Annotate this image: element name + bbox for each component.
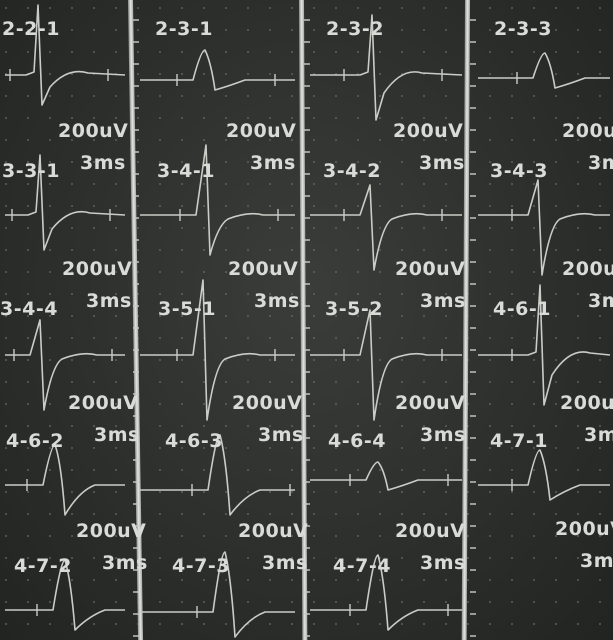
channel-label: 3-5-1 — [158, 298, 216, 320]
time-scale: 3ms — [94, 424, 140, 446]
time-scale: 3ms — [254, 290, 300, 312]
waveform-trace — [478, 284, 611, 406]
channel-label: 3-4-4 — [0, 298, 58, 320]
time-scale: 3ms — [588, 152, 613, 174]
channel-label: 3-4-1 — [157, 160, 215, 182]
time-scale: 3ms — [588, 290, 613, 312]
waveform-trace — [310, 184, 462, 271]
time-scale: 3ms — [420, 290, 466, 312]
amplitude-scale: 200uV — [76, 520, 147, 542]
time-scale: 3ms — [102, 552, 148, 574]
channel-label: 4-7-1 — [490, 430, 548, 452]
waveform-trace — [140, 144, 295, 256]
amplitude-scale: 200uV — [238, 520, 309, 542]
channel-label: 3-4-3 — [490, 160, 548, 182]
amplitude-scale: 200uV — [58, 120, 129, 142]
channel-label: 2-3-1 — [155, 18, 213, 40]
channel-label: 4-7-4 — [333, 555, 391, 577]
amplitude-scale: 200uV — [395, 392, 466, 414]
waveform-trace — [140, 551, 295, 638]
waveform-trace — [310, 461, 462, 491]
time-scale: 3ms — [420, 424, 466, 446]
waveform-trace — [310, 309, 462, 421]
amplitude-scale: 200uV — [228, 258, 299, 280]
waveform-trace — [478, 449, 610, 501]
amplitude-scale: 200uV — [555, 518, 613, 540]
waveform-trace — [310, 14, 463, 121]
amplitude-scale: 200uV — [562, 120, 613, 142]
amplitude-scale: 200uV — [68, 392, 139, 414]
time-scale: 3ms — [420, 552, 466, 574]
time-scale: 3ms — [80, 152, 126, 174]
amplitude-scale: 200uV — [395, 520, 466, 542]
channel-label: 3-4-2 — [323, 160, 381, 182]
waveform-trace — [478, 179, 610, 276]
channel-label: 3-3-1 — [2, 160, 60, 182]
waveform-trace — [140, 279, 295, 421]
amplitude-scale: 200uV — [232, 392, 303, 414]
time-scale: 3ms — [86, 290, 132, 312]
time-scale: 3ms — [584, 424, 613, 446]
time-scale: 3ms — [258, 424, 304, 446]
amplitude-scale: 200uV — [393, 120, 464, 142]
channel-label: 4-6-4 — [328, 430, 386, 452]
amplitude-scale: 200uV — [62, 258, 133, 280]
waveform-trace — [5, 559, 125, 631]
channel-label: 2-2-1 — [2, 18, 60, 40]
time-scale: 3ms — [262, 552, 308, 574]
time-scale: 3ms — [419, 152, 465, 174]
amplitude-scale: 200uV — [226, 120, 297, 142]
time-scale: 3ms — [580, 550, 613, 572]
waveform-trace — [310, 554, 462, 631]
channel-label: 2-3-2 — [326, 18, 384, 40]
channel-label: 4-7-3 — [172, 555, 230, 577]
channel-label: 4-6-1 — [493, 298, 551, 320]
amplitude-scale: 200uV — [562, 258, 613, 280]
amplitude-scale: 200uV — [395, 258, 466, 280]
waveform-trace — [5, 319, 125, 411]
waveform-trace — [5, 444, 125, 516]
waveform-trace — [140, 49, 295, 91]
waveform-trace — [478, 52, 610, 89]
channel-label: 4-7-2 — [14, 555, 72, 577]
channel-label: 4-6-2 — [6, 430, 64, 452]
waveform-trace — [5, 4, 126, 106]
waveform-trace — [5, 154, 126, 251]
channel-label: 2-3-3 — [494, 18, 552, 40]
amplitude-scale: 200uV — [560, 392, 613, 414]
waveform-trace — [140, 434, 295, 516]
channel-label: 3-5-2 — [325, 298, 383, 320]
channel-label: 4-6-3 — [165, 430, 223, 452]
time-scale: 3ms — [250, 152, 296, 174]
